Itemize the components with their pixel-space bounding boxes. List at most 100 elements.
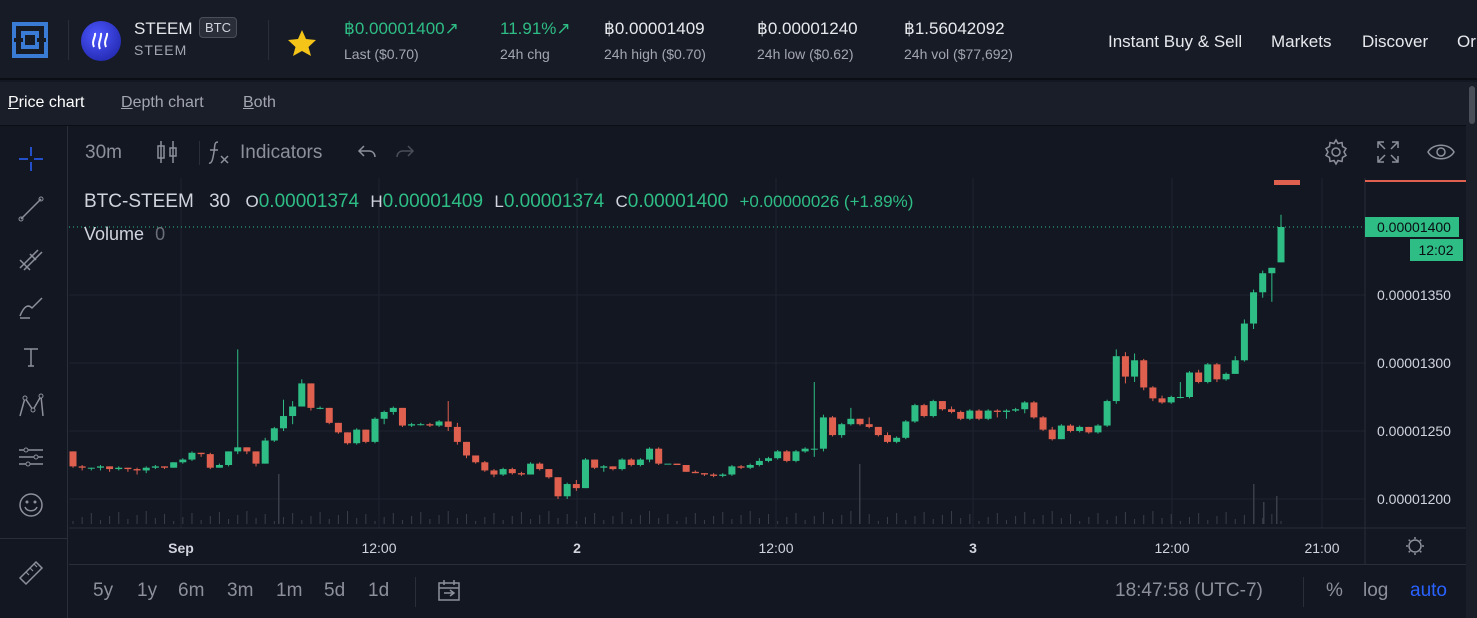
candle-body: [151, 466, 159, 468]
price-tick-label: 0.00001200: [1377, 491, 1451, 507]
volume-bar: [685, 517, 687, 524]
candle-body: [472, 455, 480, 463]
theme-icon-ray: [1419, 550, 1422, 553]
auto-scale-toggle[interactable]: auto: [1410, 580, 1447, 601]
range-6m[interactable]: 6m: [178, 580, 205, 601]
volume-bar: [319, 512, 321, 524]
volume-bar: [520, 512, 522, 524]
volume-bar: [392, 513, 394, 524]
volume-bar: [1088, 517, 1090, 524]
candle-body: [1140, 360, 1148, 388]
volume-bar: [813, 516, 815, 524]
measure-lines-icon[interactable]: [16, 442, 46, 472]
text-tool-icon[interactable]: [16, 342, 46, 372]
nav-discover[interactable]: Discover: [1362, 32, 1429, 51]
candle-body: [838, 424, 846, 436]
volume-bar: [795, 513, 797, 524]
volume-bar: [173, 521, 175, 524]
candle-body: [481, 462, 489, 471]
redo-icon[interactable]: [394, 141, 416, 163]
log-scale-toggle[interactable]: log: [1363, 580, 1389, 601]
candle-body: [957, 411, 965, 419]
price-tick-label: 0.00001250: [1377, 423, 1451, 439]
clock-time[interactable]: 18:47:58 (UTC-7): [1115, 580, 1263, 601]
tab-depth-chart[interactable]: Depth chart: [121, 94, 204, 111]
candle-body: [279, 416, 287, 429]
candle-body: [389, 407, 397, 412]
volume-bars: [72, 464, 1282, 524]
volume-bar: [951, 511, 953, 524]
volume-bar: [969, 514, 971, 524]
nav-orders[interactable]: Or: [1457, 32, 1476, 51]
range-1y[interactable]: 1y: [137, 580, 158, 601]
candle-body: [1121, 356, 1129, 377]
nav-instant-buy-sell[interactable]: Instant Buy & Sell: [1108, 32, 1243, 51]
exchange-logo-icon[interactable]: [12, 22, 48, 58]
candle-body: [307, 383, 315, 408]
legend-close-key: C: [615, 192, 628, 211]
chart-toolbar: 30m Indicators: [69, 126, 1466, 178]
page-scrollbar[interactable]: [1466, 82, 1477, 618]
time-tick-label: 21:00: [1304, 540, 1339, 556]
header-divider: [68, 20, 69, 60]
top-header: STEEM BTC STEEM ฿0.00001400↗ Last ($0.70…: [0, 0, 1477, 80]
range-3m[interactable]: 3m: [227, 580, 254, 601]
stat-24h-volume: ฿1.56042092 24h vol ($77,692): [904, 19, 1013, 62]
volume-bar: [1225, 512, 1227, 524]
percent-scale-toggle[interactable]: %: [1326, 580, 1343, 601]
undo-icon[interactable]: [356, 141, 378, 163]
trend-line-icon[interactable]: [16, 194, 46, 224]
candle-body: [1030, 402, 1038, 418]
volume-bar: [273, 521, 275, 524]
candle-style-icon[interactable]: [155, 139, 179, 165]
volume-bar: [228, 519, 230, 524]
candle-body: [810, 448, 818, 450]
candle-body: [453, 426, 461, 442]
stat-value: 11.91%↗: [500, 19, 571, 38]
visibility-eye-icon[interactable]: [1426, 140, 1456, 164]
pattern-icon[interactable]: [16, 392, 46, 422]
volume-bar: [1143, 515, 1145, 524]
candle-body: [1131, 360, 1139, 377]
range-5y[interactable]: 5y: [93, 580, 114, 601]
go-to-date-icon[interactable]: [436, 578, 462, 604]
volume-bar: [731, 519, 733, 524]
candle-body: [133, 469, 141, 471]
emoji-icon[interactable]: [16, 490, 46, 520]
price-chart[interactable]: 0.00001350 0.00001300 0.00001250 0.00001200…: [69, 178, 1466, 564]
volume-bar: [676, 521, 678, 524]
candle-body: [719, 474, 727, 476]
header-divider: [268, 20, 269, 60]
settings-gear-icon[interactable]: [1321, 137, 1351, 167]
interval-selector[interactable]: 30m: [85, 142, 122, 163]
ruler-icon[interactable]: [16, 558, 46, 588]
volume-bar: [1198, 513, 1200, 524]
candle-body: [572, 484, 580, 489]
volume-bar: [466, 514, 468, 524]
nav-markets[interactable]: Markets: [1271, 32, 1332, 51]
tab-price-chart[interactable]: Price chart: [8, 94, 85, 111]
legend-symbol[interactable]: BTC-STEEM: [84, 191, 194, 212]
brush-icon[interactable]: [16, 292, 46, 322]
volume-label: Volume: [84, 224, 145, 244]
volume-bar: [667, 514, 669, 524]
pitchfork-icon[interactable]: [16, 244, 46, 274]
range-5d[interactable]: 5d: [324, 580, 346, 601]
pair-symbol[interactable]: STEEM: [134, 19, 193, 38]
candle-body: [545, 469, 553, 478]
favorite-star-icon[interactable]: [287, 29, 317, 57]
crosshair-icon[interactable]: [16, 144, 46, 174]
function-fx-icon[interactable]: [206, 138, 234, 166]
fullscreen-icon[interactable]: [1375, 139, 1401, 165]
toolbar-divider: [199, 141, 200, 165]
tab-both[interactable]: Both: [243, 94, 276, 111]
candle-body: [829, 417, 837, 436]
range-1m[interactable]: 1m: [276, 580, 303, 601]
range-1d[interactable]: 1d: [368, 580, 390, 601]
theme-icon-ray: [1408, 539, 1411, 542]
pair-quote-badge[interactable]: BTC: [199, 17, 237, 38]
candle-body: [261, 440, 269, 464]
indicators-button[interactable]: Indicators: [240, 142, 323, 163]
candle-body: [1149, 387, 1157, 399]
scrollbar-thumb[interactable]: [1469, 86, 1475, 124]
